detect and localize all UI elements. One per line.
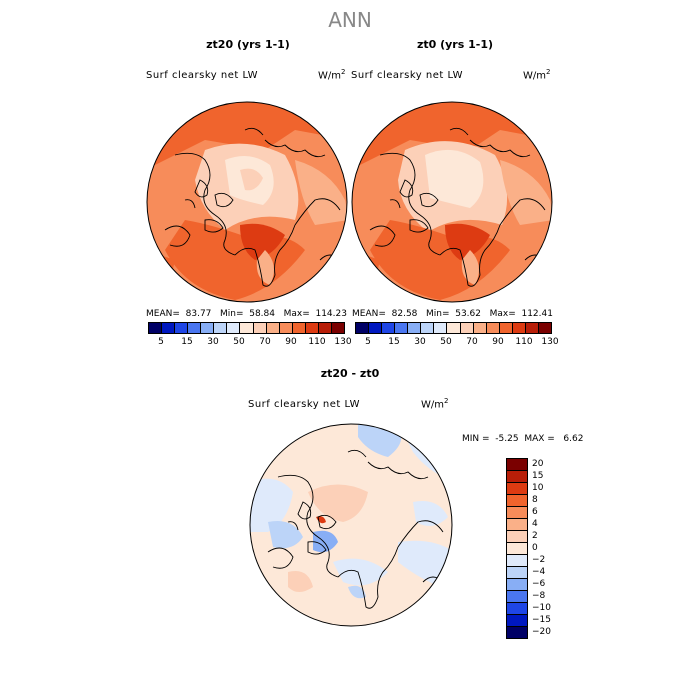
colorbar-swatch bbox=[507, 578, 527, 590]
colorbar-swatch bbox=[213, 323, 227, 333]
colorbar-tick-label: 90 bbox=[285, 337, 297, 347]
colorbar-tick-label: 90 bbox=[492, 337, 504, 347]
colorbar-tick-label: 110 bbox=[515, 337, 533, 347]
colorbar-tick-label: 2 bbox=[532, 531, 538, 541]
colorbar-swatch bbox=[226, 323, 240, 333]
colorbar-tick-label: 30 bbox=[414, 337, 426, 347]
colorbar-swatch bbox=[433, 323, 447, 333]
page-title: ANN bbox=[328, 8, 372, 32]
colorbar-swatch bbox=[507, 459, 527, 470]
panel2-colorbar bbox=[355, 322, 552, 334]
colorbar-swatch bbox=[317, 323, 331, 333]
colorbar-swatch bbox=[507, 494, 527, 506]
panel2-stats: MEAN= 82.58 Min= 53.62 Max= 112.41 bbox=[352, 309, 553, 319]
panel2-colorbar-labels: 5 15 30 50 70 90 110 130 bbox=[355, 337, 558, 349]
panel1-stats: MEAN= 83.77 Min= 58.84 Max= 114.23 bbox=[146, 309, 347, 319]
colorbar-swatch bbox=[330, 323, 344, 333]
colorbar-tick-label: 130 bbox=[541, 337, 559, 347]
colorbar-swatch bbox=[524, 323, 538, 333]
colorbar-tick-label: 5 bbox=[158, 337, 164, 347]
map-zt0 bbox=[351, 101, 553, 303]
colorbar-tick-label: 30 bbox=[207, 337, 219, 347]
colorbar-swatch bbox=[507, 530, 527, 542]
colorbar-tick-label: 15 bbox=[181, 337, 193, 347]
panel1-colorbar-labels: 5 15 30 50 70 90 110 130 bbox=[148, 337, 351, 349]
panel1-title: zt20 (yrs 1-1) bbox=[206, 38, 290, 51]
colorbar-tick-label: 0 bbox=[532, 543, 538, 553]
diff-colorbar-labels: 20 15 10 8 6 4 2 0 −2 −4 −6 −8 −10 −15 −20 bbox=[532, 458, 572, 637]
map-zt20 bbox=[146, 101, 348, 303]
colorbar-tick-label: 50 bbox=[440, 337, 452, 347]
colorbar-swatch bbox=[507, 566, 527, 578]
colorbar-tick-label: −6 bbox=[532, 579, 546, 589]
colorbar-swatch bbox=[507, 542, 527, 554]
colorbar-swatch bbox=[161, 323, 175, 333]
colorbar-swatch bbox=[446, 323, 460, 333]
colorbar-swatch bbox=[239, 323, 253, 333]
panel1-variable: Surf clearsky net LW bbox=[146, 70, 259, 81]
colorbar-swatch bbox=[507, 518, 527, 530]
colorbar-tick-label: −10 bbox=[532, 603, 551, 613]
colorbar-swatch bbox=[507, 626, 527, 638]
colorbar-swatch bbox=[459, 323, 473, 333]
colorbar-swatch bbox=[537, 323, 551, 333]
colorbar-tick-label: −4 bbox=[532, 567, 546, 577]
colorbar-swatch bbox=[394, 323, 408, 333]
colorbar-swatch bbox=[356, 323, 369, 333]
diff-title: zt20 - zt0 bbox=[320, 367, 380, 380]
colorbar-tick-label: 110 bbox=[308, 337, 326, 347]
colorbar-tick-label: 8 bbox=[532, 495, 538, 505]
colorbar-tick-label: −2 bbox=[532, 555, 546, 565]
colorbar-tick-label: −20 bbox=[532, 627, 551, 637]
panel2-variable: Surf clearsky net LW bbox=[351, 70, 464, 81]
panel2-units: W/m2 bbox=[523, 68, 551, 82]
colorbar-swatch bbox=[291, 323, 305, 333]
colorbar-tick-label: 50 bbox=[233, 337, 245, 347]
panel2-title: zt0 (yrs 1-1) bbox=[416, 38, 494, 51]
colorbar-tick-label: 15 bbox=[388, 337, 400, 347]
panel1-colorbar bbox=[148, 322, 345, 334]
colorbar-swatch bbox=[265, 323, 279, 333]
colorbar-swatch bbox=[507, 602, 527, 614]
colorbar-tick-label: 70 bbox=[259, 337, 271, 347]
colorbar-tick-label: −15 bbox=[532, 615, 551, 625]
colorbar-tick-label: 5 bbox=[365, 337, 371, 347]
colorbar-swatch bbox=[485, 323, 499, 333]
colorbar-tick-label: 70 bbox=[466, 337, 478, 347]
diff-stats: MIN = -5.25 MAX = 6.62 bbox=[462, 434, 584, 444]
map-diff bbox=[249, 423, 453, 627]
colorbar-swatch bbox=[507, 554, 527, 566]
panel1-units: W/m2 bbox=[318, 68, 346, 82]
colorbar-swatch bbox=[507, 470, 527, 482]
colorbar-swatch bbox=[507, 614, 527, 626]
colorbar-swatch bbox=[507, 506, 527, 518]
colorbar-swatch bbox=[304, 323, 318, 333]
colorbar-tick-label: 10 bbox=[532, 483, 544, 493]
colorbar-swatch bbox=[507, 482, 527, 494]
colorbar-swatch bbox=[174, 323, 188, 333]
diff-variable: Surf clearsky net LW bbox=[248, 399, 361, 410]
colorbar-swatch bbox=[498, 323, 512, 333]
colorbar-swatch bbox=[507, 590, 527, 602]
colorbar-tick-label: 15 bbox=[532, 471, 544, 481]
diff-units: W/m2 bbox=[421, 397, 449, 411]
colorbar-swatch bbox=[368, 323, 382, 333]
colorbar-tick-label: 6 bbox=[532, 507, 538, 517]
colorbar-swatch bbox=[472, 323, 486, 333]
colorbar-swatch bbox=[511, 323, 525, 333]
colorbar-swatch bbox=[200, 323, 214, 333]
colorbar-tick-label: 20 bbox=[532, 459, 544, 469]
colorbar-swatch bbox=[381, 323, 395, 333]
colorbar-swatch bbox=[278, 323, 292, 333]
colorbar-tick-label: −8 bbox=[532, 591, 546, 601]
colorbar-swatch bbox=[407, 323, 421, 333]
colorbar-swatch bbox=[420, 323, 434, 333]
colorbar-tick-label: 130 bbox=[334, 337, 352, 347]
diff-colorbar bbox=[506, 458, 528, 639]
colorbar-swatch bbox=[187, 323, 201, 333]
colorbar-swatch bbox=[252, 323, 266, 333]
colorbar-tick-label: 4 bbox=[532, 519, 538, 529]
colorbar-swatch bbox=[149, 323, 162, 333]
